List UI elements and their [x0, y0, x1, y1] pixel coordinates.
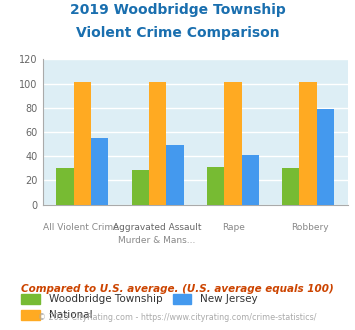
Bar [317, 109, 334, 205]
Text: Violent Crime Comparison: Violent Crime Comparison [76, 26, 279, 40]
Bar [282, 168, 299, 205]
Text: Compared to U.S. average. (U.S. average equals 100): Compared to U.S. average. (U.S. average … [21, 284, 334, 294]
Bar [207, 167, 224, 205]
Text: © 2025 CityRating.com - https://www.cityrating.com/crime-statistics/: © 2025 CityRating.com - https://www.city… [38, 314, 317, 322]
Bar [74, 82, 91, 205]
Bar [132, 170, 149, 205]
Text: Murder & Mans...: Murder & Mans... [119, 236, 196, 245]
Bar [56, 168, 74, 205]
Bar [91, 138, 108, 205]
Text: Aggravated Assault: Aggravated Assault [113, 223, 201, 232]
Bar [149, 82, 166, 205]
Legend: Woodbridge Township, National, New Jersey: Woodbridge Township, National, New Jerse… [17, 290, 261, 324]
Text: All Violent Crime: All Violent Crime [43, 223, 119, 232]
Text: Rape: Rape [222, 223, 245, 232]
Text: Robbery: Robbery [291, 223, 328, 232]
Bar [166, 145, 184, 205]
Bar [224, 82, 241, 205]
Bar [241, 155, 259, 205]
Text: 2019 Woodbridge Township: 2019 Woodbridge Township [70, 3, 285, 17]
Bar [299, 82, 317, 205]
